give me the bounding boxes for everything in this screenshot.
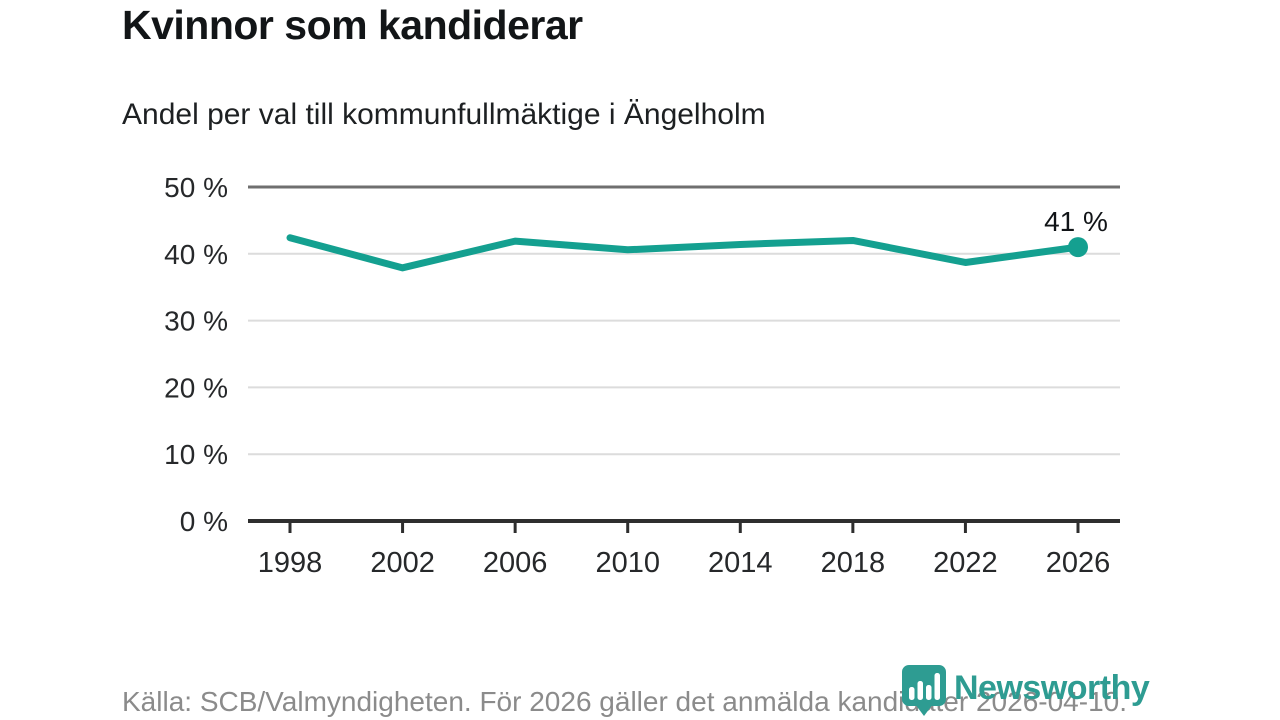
y-axis-tick-label: 20 %	[164, 372, 228, 403]
y-axis-tick-label: 10 %	[164, 439, 228, 470]
bar-1	[909, 687, 915, 700]
x-axis-tick-label: 2026	[1046, 547, 1111, 579]
source-note: Källa: SCB/Valmyndigheten. För 2026 gäll…	[122, 686, 1127, 717]
x-axis-tick-label: 2022	[933, 547, 998, 579]
x-axis-tick-label: 2006	[483, 547, 548, 579]
bar-4	[934, 673, 940, 700]
x-axis-tick-label: 2002	[370, 547, 435, 579]
data-line	[286, 234, 1082, 272]
y-axis-tick-label: 50 %	[164, 172, 228, 203]
y-axis-tick-label: 40 %	[164, 239, 228, 270]
last-point-marker	[1068, 237, 1088, 258]
x-axis-tick-label: 2018	[821, 547, 886, 579]
last-point-value-label: 41 %	[1044, 206, 1108, 237]
x-axis-tick-label: 2014	[708, 547, 773, 579]
chart-title: Kvinnor som kandiderar	[122, 2, 583, 48]
newsworthy-logo: Newsworthy	[901, 663, 1150, 719]
bar-2	[917, 681, 923, 700]
x-axis-tick-label: 2010	[595, 547, 660, 579]
chart-subtitle: Andel per val till kommunfullmäktige i Ä…	[122, 98, 766, 131]
y-axis-tick-label: 30 %	[164, 306, 228, 337]
bar-3	[926, 685, 932, 700]
newsworthy-pin-barchart-icon	[902, 665, 946, 716]
newsworthy-logo-text: Newsworthy	[954, 669, 1150, 707]
x-axis-tick-label: 1998	[258, 547, 323, 579]
y-axis-tick-label: 0 %	[180, 506, 228, 537]
